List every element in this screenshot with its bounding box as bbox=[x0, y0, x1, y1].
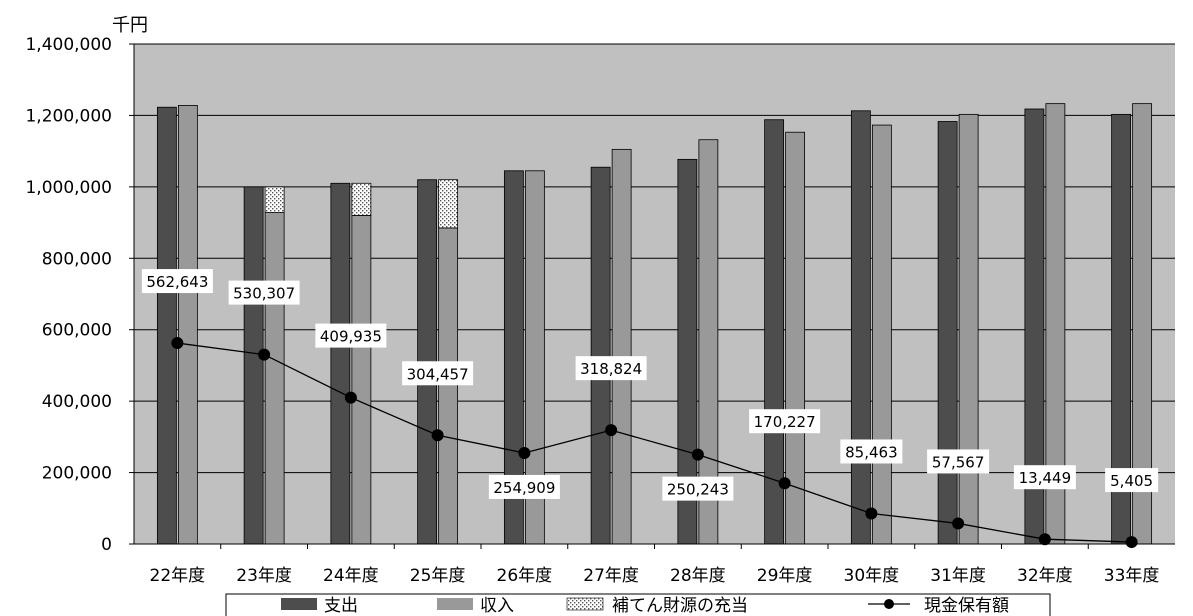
bar-income bbox=[438, 227, 459, 545]
bar-income bbox=[958, 113, 979, 545]
x-tick-label: 32年度 bbox=[1017, 566, 1073, 586]
bar-expense bbox=[243, 186, 264, 545]
cash-point bbox=[778, 477, 791, 490]
cash-line-path bbox=[177, 342, 1132, 543]
bar-supplement bbox=[438, 179, 459, 229]
x-tick-label: 26年度 bbox=[497, 566, 553, 586]
y-axis: 0 200,000 400,000 600,000 800,000 1,000,000 1,… bbox=[25, 35, 135, 555]
cash-data-label: 318,824 bbox=[580, 360, 642, 378]
cash-data-label: 250,243 bbox=[667, 481, 729, 499]
cash-label-box bbox=[1013, 465, 1076, 490]
legend-swatch-expense bbox=[281, 598, 317, 610]
legend-label-supplement: 補てん財源の充当 bbox=[612, 596, 748, 616]
x-tick-label: 33年度 bbox=[1104, 566, 1160, 586]
y-tick-label: 1,000,000 bbox=[25, 178, 112, 198]
cash-label-box bbox=[927, 449, 990, 474]
cash-point bbox=[518, 446, 531, 459]
legend-label-cash: 現金保有額 bbox=[924, 596, 1009, 616]
y-tick-label: 1,400,000 bbox=[25, 35, 112, 55]
y-tick-label: 1,200,000 bbox=[25, 106, 112, 126]
bar-expense bbox=[937, 121, 958, 545]
cash-point bbox=[1038, 533, 1051, 546]
bar-income bbox=[177, 105, 198, 545]
x-tick-label: 23年度 bbox=[236, 566, 292, 586]
cash-data-label: 530,307 bbox=[233, 285, 295, 303]
cash-point bbox=[431, 429, 444, 442]
legend-marker-cash bbox=[884, 599, 894, 609]
x-tick-label: 27年度 bbox=[583, 566, 639, 586]
y-tick-label: 600,000 bbox=[42, 321, 112, 341]
gridlines bbox=[134, 43, 1175, 474]
cash-label-box bbox=[228, 280, 300, 305]
cash-point bbox=[1125, 536, 1138, 549]
cash-label-box bbox=[402, 361, 474, 386]
x-tick-label: 28年度 bbox=[670, 566, 726, 586]
cash-label-box bbox=[1105, 468, 1159, 493]
bars bbox=[156, 103, 1153, 545]
cash-point bbox=[344, 391, 357, 404]
bar-income bbox=[871, 124, 892, 545]
legend: 支出 収入 補てん財源の充当 現金保有額 bbox=[225, 593, 1051, 616]
legend-label-income: 収入 bbox=[480, 596, 514, 616]
cash-point bbox=[171, 337, 184, 350]
cash-label-box bbox=[749, 409, 821, 434]
cash-point bbox=[952, 517, 965, 530]
cash-data-label: 409,935 bbox=[320, 328, 382, 346]
y-tick-label: 400,000 bbox=[42, 392, 112, 412]
cash-label-box bbox=[575, 356, 647, 381]
cash-data-label: 85,463 bbox=[845, 443, 898, 461]
legend-label-expense: 支出 bbox=[324, 596, 358, 616]
plot-area bbox=[134, 44, 1175, 544]
cash-data-label: 170,227 bbox=[754, 413, 816, 431]
y-tick-label: 800,000 bbox=[42, 249, 112, 269]
y-tick-label: 0 bbox=[101, 535, 112, 555]
cash-data-label: 562,643 bbox=[146, 273, 208, 291]
legend-swatch-supplement bbox=[566, 597, 604, 611]
bar-expense bbox=[330, 182, 351, 545]
cash-data-label: 254,909 bbox=[493, 479, 555, 497]
bar-expense bbox=[850, 110, 871, 545]
bar-expense bbox=[590, 166, 611, 545]
bar-supplement bbox=[351, 182, 372, 216]
bar-expense bbox=[156, 106, 177, 545]
cash-data-label: 304,457 bbox=[407, 365, 469, 383]
cash-point bbox=[605, 424, 618, 437]
bar-income bbox=[611, 148, 632, 545]
x-tick-label: 31年度 bbox=[930, 566, 986, 586]
bar-income bbox=[351, 215, 372, 545]
cash-label-box bbox=[840, 439, 903, 464]
cash-line: 562,643 530,307 409,935 304,457 254,909 318,8… bbox=[141, 269, 1159, 549]
x-tick-label: 25年度 bbox=[410, 566, 466, 586]
bar-supplement bbox=[264, 186, 285, 213]
y-unit-label: 千円 bbox=[112, 15, 148, 36]
x-tick-label: 30年度 bbox=[844, 566, 900, 586]
cash-label-box bbox=[141, 269, 213, 294]
x-tick-label: 29年度 bbox=[757, 566, 813, 586]
cash-data-label: 13,449 bbox=[1019, 469, 1072, 487]
cash-point bbox=[865, 507, 878, 520]
x-tick-label: 24年度 bbox=[323, 566, 379, 586]
legend-swatch-income bbox=[437, 598, 473, 610]
bar-income bbox=[264, 212, 285, 545]
x-tick-label: 22年度 bbox=[150, 566, 206, 586]
cash-data-label: 5,405 bbox=[1110, 472, 1153, 490]
cash-data-label: 57,567 bbox=[932, 453, 985, 471]
cash-point bbox=[691, 448, 704, 461]
cash-label-box bbox=[662, 476, 734, 501]
x-axis: 22年度 23年度 24年度 25年度 26年度 27年度 28年度 29年度 30年度 31年度… bbox=[134, 543, 1175, 586]
y-tick-label: 200,000 bbox=[42, 464, 112, 484]
legend-box bbox=[225, 593, 1051, 616]
cash-label-box bbox=[488, 474, 560, 499]
cash-point bbox=[258, 348, 271, 361]
cash-label-box bbox=[315, 323, 387, 348]
